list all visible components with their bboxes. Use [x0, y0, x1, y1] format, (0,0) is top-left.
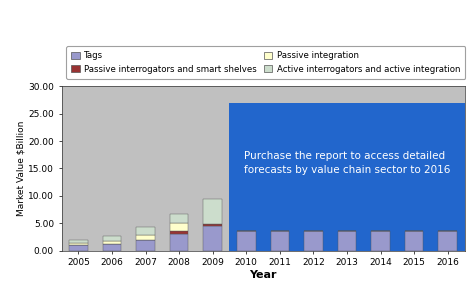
Bar — [405, 232, 423, 251]
Bar — [203, 226, 222, 251]
Bar — [69, 240, 88, 243]
Bar — [304, 232, 323, 251]
Bar — [103, 241, 121, 244]
Bar — [137, 235, 155, 240]
Bar — [203, 199, 222, 224]
Bar — [69, 245, 88, 251]
Bar — [170, 223, 188, 232]
Bar — [338, 232, 356, 251]
Bar — [69, 243, 88, 245]
Text: Purchase the report to access detailed
forecasts by value chain sector to 2016: Purchase the report to access detailed f… — [244, 151, 450, 175]
Bar — [229, 103, 465, 251]
Bar — [438, 232, 457, 251]
Bar — [170, 214, 188, 223]
Bar — [271, 232, 289, 251]
Bar — [103, 244, 121, 251]
Bar — [203, 224, 222, 226]
Y-axis label: Market Value $Billion: Market Value $Billion — [16, 121, 25, 216]
Bar — [137, 240, 155, 251]
Bar — [170, 234, 188, 251]
Bar — [170, 232, 188, 234]
Bar — [137, 227, 155, 235]
Bar — [237, 232, 255, 251]
Legend: Tags, Passive interrogators and smart shelves, Passive integration, Active inter: Tags, Passive interrogators and smart sh… — [66, 46, 465, 79]
Bar — [371, 232, 390, 251]
X-axis label: Year: Year — [249, 270, 277, 280]
Bar — [103, 236, 121, 241]
